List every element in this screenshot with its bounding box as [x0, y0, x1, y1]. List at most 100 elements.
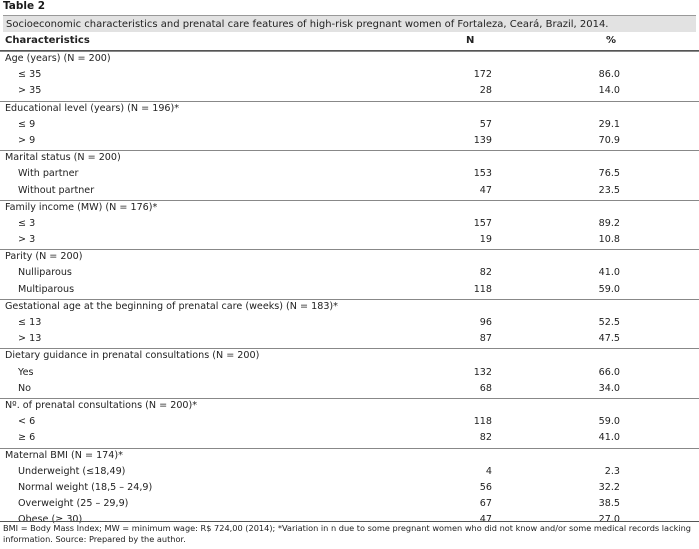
- row-label: With partner: [18, 168, 79, 180]
- row-percent: 10.8: [598, 234, 620, 246]
- row-percent: 89.2: [598, 217, 620, 229]
- table-header: Characteristics N %: [0, 33, 699, 51]
- row-label: > 35: [18, 85, 42, 97]
- row-label: Yes: [18, 366, 34, 378]
- row-n: 57: [479, 118, 492, 130]
- row-percent: 29.1: [598, 118, 620, 130]
- table-body: Age (years) (N = 200) ≤ 35 172 86.0 > 35 28 14…: [0, 51, 699, 529]
- row-n: 56: [479, 481, 492, 493]
- row-n: 47: [479, 184, 492, 196]
- row-label: > 13: [18, 333, 42, 345]
- row-label: ≤ 13: [18, 317, 42, 328]
- row-n: 132: [473, 366, 492, 378]
- table-row: < 6 118 59.0: [0, 415, 699, 431]
- row-label: Obese (≥ 30): [18, 514, 83, 526]
- row-label: Normal weight (18,5 – 24,9): [18, 481, 153, 493]
- row-label: Gestational age at the beginning of pren…: [5, 300, 338, 312]
- row-label: Underweight (≤18,49): [18, 465, 126, 477]
- row-n: 82: [479, 267, 492, 279]
- category-row: Marital status (N = 200): [0, 150, 699, 167]
- row-percent: 14.0: [598, 85, 620, 97]
- row-label: ≤ 3: [18, 217, 36, 229]
- row-label: Parity (N = 200): [5, 251, 83, 263]
- row-label: Without partner: [18, 184, 95, 196]
- row-label: > 9: [18, 134, 36, 146]
- row-n: 28: [479, 85, 492, 97]
- row-label: ≤ 35: [18, 69, 42, 81]
- table-row: Without partner 47 23.5: [0, 184, 699, 200]
- row-label: Maternal BMI (N = 174)*: [5, 449, 123, 461]
- row-percent: 59.0: [598, 416, 620, 428]
- row-percent: 52.5: [598, 317, 620, 328]
- table-row: ≤ 35 172 86.0: [0, 68, 699, 84]
- table-row: No 68 34.0: [0, 382, 699, 398]
- row-label: Nulliparous: [18, 267, 72, 279]
- row-label: Dietary guidance in prenatal consultatio…: [5, 350, 260, 362]
- category-row: Family income (MW) (N = 176)*: [0, 199, 699, 217]
- table-row: Multiparous 118 59.0: [0, 283, 699, 299]
- table-row: ≤ 3 157 89.2: [0, 217, 699, 233]
- row-label: Overweight (25 – 29,9): [18, 498, 129, 510]
- row-label: Family income (MW) (N = 176)*: [5, 201, 158, 213]
- category-row: Gestational age at the beginning of pren…: [0, 298, 699, 316]
- row-percent: 76.5: [598, 168, 620, 180]
- row-n: 153: [473, 168, 492, 180]
- table-row: > 13 87 47.5: [0, 332, 699, 348]
- row-percent: 47.5: [598, 333, 620, 345]
- row-n: 96: [479, 317, 492, 328]
- header-characteristics: Characteristics: [5, 35, 90, 46]
- table-row: With partner 153 76.5: [0, 167, 699, 183]
- row-n: 67: [479, 498, 492, 510]
- row-percent: 86.0: [598, 69, 620, 81]
- table-row: > 35 28 14.0: [0, 84, 699, 100]
- table-row: Overweight (25 – 29,9) 67 38.5: [0, 497, 699, 513]
- category-row: Dietary guidance in prenatal consultatio…: [0, 348, 699, 365]
- row-percent: 32.2: [598, 481, 620, 493]
- row-percent: 70.9: [598, 134, 620, 146]
- row-label: Age (years) (N = 200): [5, 53, 111, 64]
- row-percent: 41.0: [598, 267, 620, 279]
- row-n: 82: [479, 432, 492, 444]
- row-n: 157: [473, 217, 492, 229]
- row-label: No: [18, 382, 32, 394]
- row-n: 68: [479, 382, 492, 394]
- header-percent: %: [606, 35, 617, 46]
- row-n: 118: [473, 416, 492, 428]
- table-row: Normal weight (18,5 – 24,9) 56 32.2: [0, 481, 699, 497]
- row-label: Educational level (years) (N = 196)*: [5, 102, 180, 114]
- row-label: ≥ 6: [18, 432, 36, 444]
- row-percent: 2.3: [604, 465, 620, 477]
- row-label: > 3: [18, 234, 36, 246]
- table-row: > 9 139 70.9: [0, 134, 699, 150]
- row-n: 47: [479, 514, 492, 526]
- row-percent: 59.0: [598, 283, 620, 295]
- table-footnote: BMI = Body Mass Index; MW = minimum wage…: [3, 523, 691, 544]
- row-n: 139: [473, 134, 492, 146]
- table-bottom-rule: [0, 521, 699, 522]
- row-n: 4: [485, 465, 492, 477]
- row-label: Marital status (N = 200): [5, 152, 121, 164]
- row-percent: 27.0: [598, 514, 620, 526]
- table-label: Table 2: [3, 0, 46, 12]
- row-n: 118: [473, 283, 492, 295]
- table-row: ≤ 9 57 29.1: [0, 118, 699, 134]
- category-row: Age (years) (N = 200): [0, 51, 699, 68]
- row-percent: 41.0: [598, 432, 620, 444]
- row-percent: 38.5: [598, 498, 620, 510]
- category-row: Educational level (years) (N = 196)*: [0, 100, 699, 118]
- table-row: ≤ 13 96 52.5: [0, 316, 699, 332]
- header-n: N: [466, 35, 475, 46]
- category-row: Nº. of prenatal consultations (N = 200)*: [0, 397, 699, 415]
- table-row: Obese (≥ 30) 47 27.0: [0, 513, 699, 529]
- category-row: Maternal BMI (N = 174)*: [0, 447, 699, 465]
- table-caption: Socioeconomic characteristics and prenat…: [3, 15, 696, 32]
- table-row: ≥ 6 82 41.0: [0, 431, 699, 447]
- row-percent: 66.0: [598, 366, 620, 378]
- row-label: Nº. of prenatal consultations (N = 200)*: [5, 399, 198, 411]
- row-label: Multiparous: [18, 283, 75, 295]
- row-n: 87: [479, 333, 492, 345]
- row-n: 19: [479, 234, 492, 246]
- table-row: Nulliparous 82 41.0: [0, 266, 699, 282]
- table-row: > 3 19 10.8: [0, 233, 699, 249]
